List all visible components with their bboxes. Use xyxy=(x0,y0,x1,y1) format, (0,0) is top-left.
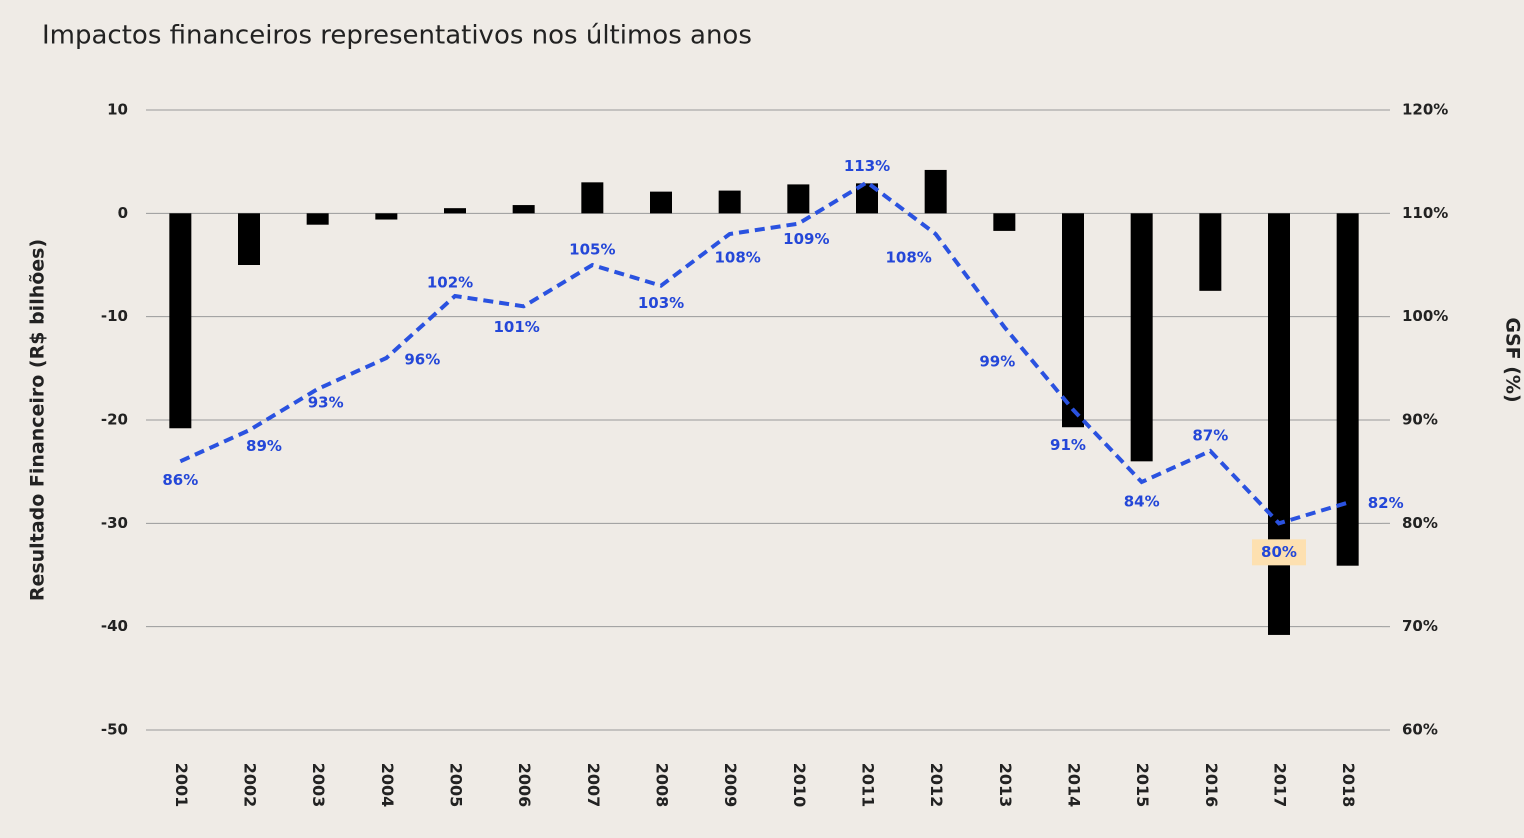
y2-tick-label: 100% xyxy=(1402,307,1448,325)
data-label: 84% xyxy=(1124,493,1160,511)
y-tick-label: -50 xyxy=(101,721,128,739)
y2-tick-label: 90% xyxy=(1402,411,1438,429)
bar xyxy=(375,213,398,220)
bar xyxy=(718,190,741,214)
x-tick-label: 2002 xyxy=(241,763,260,808)
y2-tick-label: 120% xyxy=(1402,101,1448,119)
x-tick-label: 2013 xyxy=(996,763,1015,808)
x-tick-label: 2009 xyxy=(721,763,740,808)
x-tick-label: 2001 xyxy=(172,763,191,808)
x-tick-label: 2017 xyxy=(1271,763,1290,808)
data-label: 99% xyxy=(979,353,1015,371)
y2-axis-label: GSF (%) xyxy=(1502,317,1524,402)
bar xyxy=(444,208,466,214)
y-axis-label: Resultado Financeiro (R$ bilhões) xyxy=(27,239,49,601)
bar xyxy=(1336,213,1359,566)
x-tick-label: 2007 xyxy=(584,763,603,808)
x-tick-label: 2014 xyxy=(1065,763,1084,808)
x-tick-label: 2016 xyxy=(1202,763,1221,808)
bar xyxy=(581,182,604,214)
y-tick-label: 0 xyxy=(118,204,128,222)
data-label: 93% xyxy=(308,394,344,412)
bar xyxy=(856,183,878,214)
bar xyxy=(238,213,260,265)
y2-tick-label: 80% xyxy=(1402,514,1438,532)
x-tick-label: 2004 xyxy=(378,763,397,808)
data-label: 113% xyxy=(844,157,890,175)
data-label: 87% xyxy=(1192,427,1228,445)
x-tick-label: 2015 xyxy=(1133,763,1152,808)
y-tick-label: -20 xyxy=(101,411,128,429)
data-label: 96% xyxy=(404,351,440,369)
data-label: 102% xyxy=(427,274,473,292)
x-tick-label: 2010 xyxy=(790,763,809,808)
data-label: 82% xyxy=(1368,494,1404,512)
data-label: 105% xyxy=(569,241,615,259)
x-tick-label: 2011 xyxy=(859,763,878,808)
gsf-line xyxy=(179,179,1349,526)
bar xyxy=(1199,213,1222,291)
x-tick-label: 2003 xyxy=(309,763,328,808)
data-label: 101% xyxy=(493,318,539,336)
data-label: 89% xyxy=(246,437,282,455)
y-tick-label: -10 xyxy=(101,307,128,325)
y-tick-label: -40 xyxy=(101,617,128,635)
bar xyxy=(169,213,192,429)
bar xyxy=(1062,213,1084,428)
bar xyxy=(993,213,1016,231)
data-label: 108% xyxy=(714,249,760,267)
x-tick-label: 2005 xyxy=(447,763,466,808)
bar xyxy=(306,213,329,225)
bar xyxy=(1130,213,1153,462)
bar xyxy=(787,184,810,214)
y2-tick-label: 110% xyxy=(1402,204,1448,222)
data-label: 108% xyxy=(885,249,931,267)
data-label: 103% xyxy=(638,294,684,312)
y-tick-label: -30 xyxy=(101,514,128,532)
bar xyxy=(924,169,947,214)
y2-tick-label: 60% xyxy=(1402,721,1438,739)
bar xyxy=(512,205,535,214)
y2-tick-label: 70% xyxy=(1402,617,1438,635)
x-tick-label: 2012 xyxy=(927,763,946,808)
chart-title: Impactos financeiros representativos nos… xyxy=(42,21,752,51)
x-tick-label: 2006 xyxy=(515,763,534,808)
y-tick-label: 10 xyxy=(107,101,128,119)
bar xyxy=(1268,213,1290,635)
x-tick-label: 2018 xyxy=(1339,763,1358,808)
x-tick-label: 2008 xyxy=(653,763,672,808)
data-label: 80% xyxy=(1261,543,1297,561)
data-label: 86% xyxy=(162,471,198,489)
data-label: 109% xyxy=(783,230,829,248)
data-label: 91% xyxy=(1050,436,1086,454)
bar xyxy=(650,191,672,214)
highlight-box xyxy=(1252,539,1306,566)
